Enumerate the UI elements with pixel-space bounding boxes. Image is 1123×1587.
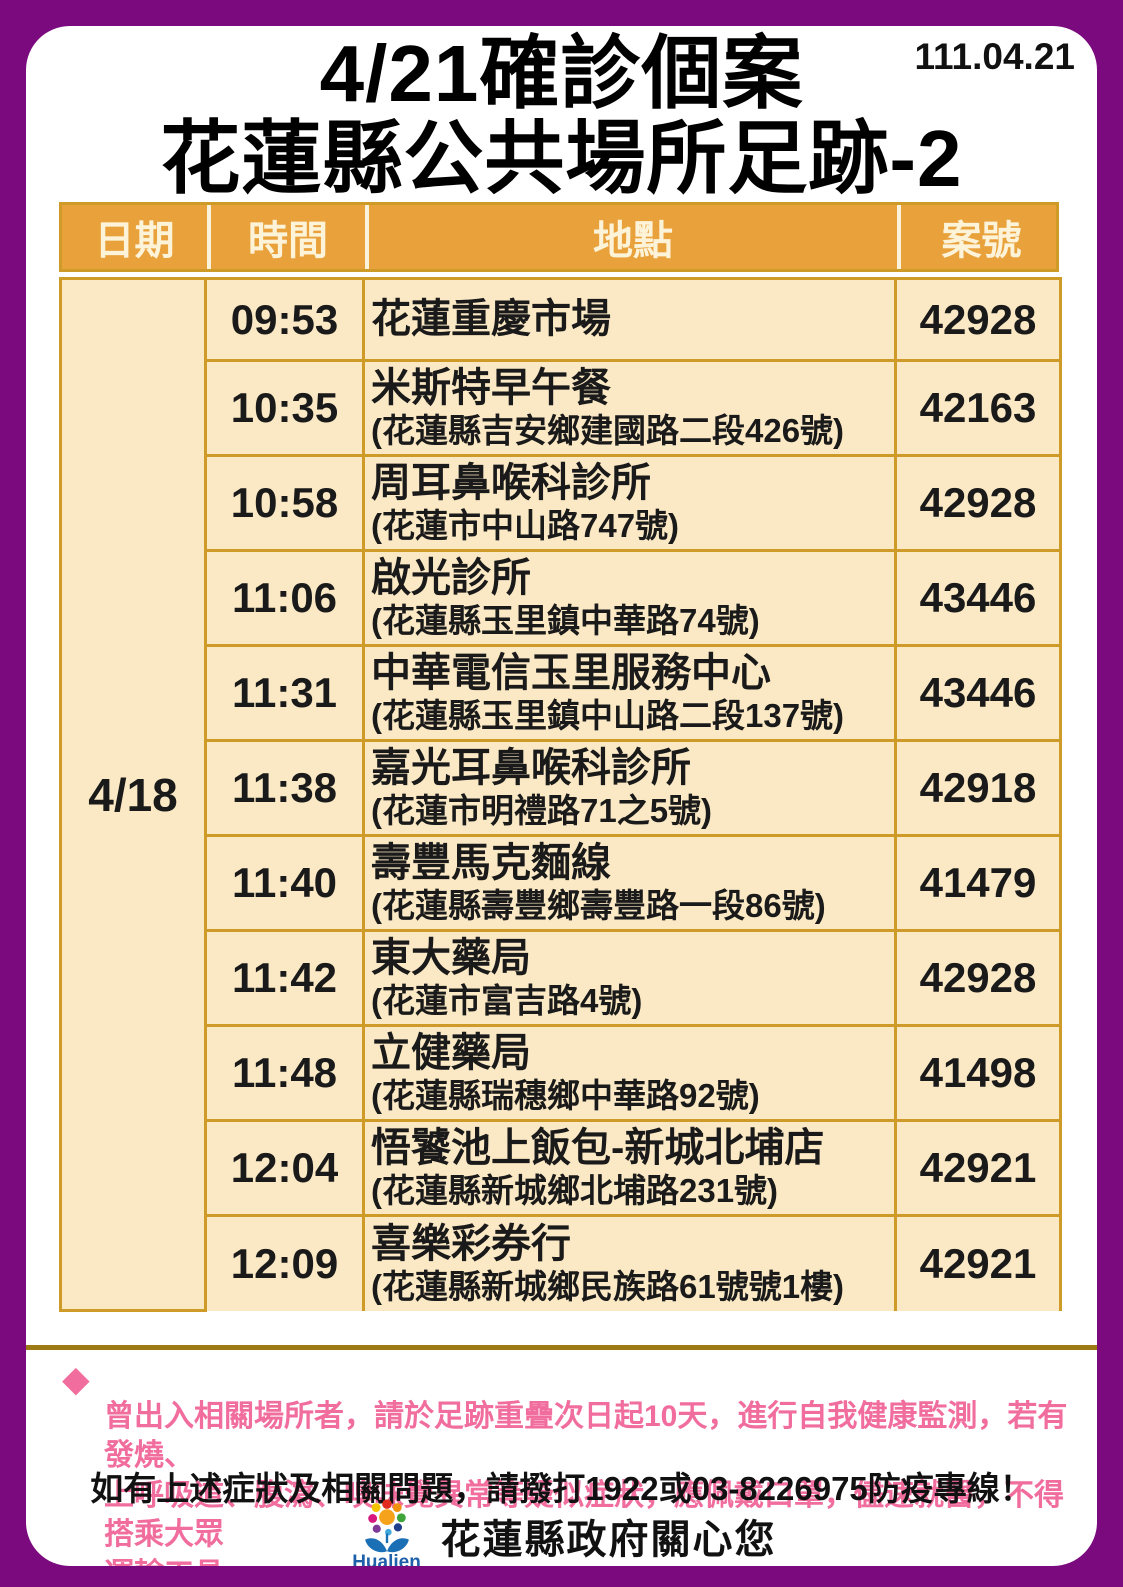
column-header-date: 日期 xyxy=(94,219,175,263)
place-name: 嘉光耳鼻喉科診所 xyxy=(371,745,691,790)
place-address: (花蓮市明禮路71之5號) xyxy=(371,792,713,830)
case-cell: 42928 xyxy=(894,454,1062,552)
hualien-logo: Hualien xyxy=(347,1498,427,1566)
hualien-logo-label: Hualien xyxy=(352,1552,421,1566)
column-header-time: 時間 xyxy=(207,205,365,269)
place-address: (花蓮縣壽豐鄉壽豐路一段86號) xyxy=(371,887,826,925)
case-cell: 41498 xyxy=(894,1024,1062,1122)
case-cell: 41479 xyxy=(894,834,1062,932)
place-cell: 壽豐馬克麵線 (花蓮縣壽豐鄉壽豐路一段86號) xyxy=(362,834,897,932)
report-date: 111.04.21 xyxy=(914,36,1075,77)
table-row: 10:58 周耳鼻喉科診所 (花蓮市中山路747號) 42928 xyxy=(61,454,1062,552)
page-title-line2: 花蓮縣公共場所足跡-2 xyxy=(160,113,963,203)
place-name: 啟光診所 xyxy=(371,555,531,600)
case-cell: 42928 xyxy=(894,277,1062,362)
health-warning-body: 曾出入相關場所者，請於足跡重疊次日起10天，進行自我健康監測，若有發燒、 上呼吸… xyxy=(104,1399,1068,1566)
place-address: (花蓮市中山路747號) xyxy=(371,507,680,545)
place-name: 悟饕池上飯包-新城北埔店 xyxy=(371,1125,825,1170)
place-cell: 中華電信玉里服務中心 (花蓮縣玉里鎮中山路二段137號) xyxy=(362,644,897,742)
time-cell: 11:38 xyxy=(204,739,365,837)
column-header-case: 案號 xyxy=(897,205,1062,269)
place-cell: 花蓮重慶市場 xyxy=(362,277,897,362)
table-row: 11:06 啟光診所 (花蓮縣玉里鎮中華路74號) 43446 xyxy=(61,549,1062,647)
place-address: (花蓮縣瑞穗鄉中華路92號) xyxy=(371,1077,760,1115)
place-cell: 嘉光耳鼻喉科診所 (花蓮市明禮路71之5號) xyxy=(362,739,897,837)
place-name: 中華電信玉里服務中心 xyxy=(371,650,771,695)
place-address: (花蓮縣吉安鄉建國路二段426號) xyxy=(371,412,845,450)
case-cell: 43446 xyxy=(894,549,1062,647)
case-cell: 42928 xyxy=(894,929,1062,1027)
place-name: 米斯特早午餐 xyxy=(371,365,611,410)
poster-sheet: 111.04.21 4/21確診個案 花蓮縣公共場所足跡-2 日期 時間 地點 … xyxy=(26,26,1097,1566)
hualien-flower-icon xyxy=(364,1499,409,1553)
hotline-text: 如有上述症狀及相關問題，請撥打1922或03-8226975防疫專線！ xyxy=(90,1470,1033,1507)
place-cell: 米斯特早午餐 (花蓮縣吉安鄉建國路二段426號) xyxy=(362,359,897,457)
place-name: 東大藥局 xyxy=(371,935,531,980)
time-cell: 11:42 xyxy=(204,929,365,1027)
case-cell: 42918 xyxy=(894,739,1062,837)
time-cell: 12:04 xyxy=(204,1119,365,1217)
time-cell: 11:06 xyxy=(204,549,365,647)
place-address: (花蓮縣新城鄉民族路61號號1樓) xyxy=(371,1267,845,1305)
page-title: 4/21確診個案 花蓮縣公共場所足跡-2 xyxy=(26,29,1097,203)
time-cell: 11:48 xyxy=(204,1024,365,1122)
table-row: 11:38 嘉光耳鼻喉科診所 (花蓮市明禮路71之5號) 42918 xyxy=(61,739,1062,837)
table-row: 12:09 喜樂彩券行 (花蓮縣新城鄉民族路61號號1樓) 42921 xyxy=(61,1214,1062,1311)
place-cell: 悟饕池上飯包-新城北埔店 (花蓮縣新城鄉北埔路231號) xyxy=(362,1119,897,1217)
table-row: 12:04 悟饕池上飯包-新城北埔店 (花蓮縣新城鄉北埔路231號) 42921 xyxy=(61,1119,1062,1217)
time-cell: 11:40 xyxy=(204,834,365,932)
date-cell: 4/18 xyxy=(59,277,207,1312)
section-divider xyxy=(26,1345,1097,1350)
place-name: 喜樂彩券行 xyxy=(371,1221,571,1266)
case-cell: 42163 xyxy=(894,359,1062,457)
time-cell: 12:09 xyxy=(204,1214,365,1311)
table-row: 11:42 東大藥局 (花蓮市富吉路4號) 42928 xyxy=(61,929,1062,1027)
time-cell: 09:53 xyxy=(204,277,365,362)
place-cell: 立健藥局 (花蓮縣瑞穗鄉中華路92號) xyxy=(362,1024,897,1122)
place-name: 花蓮重慶市場 xyxy=(371,296,611,341)
place-cell: 啟光診所 (花蓮縣玉里鎮中華路74號) xyxy=(362,549,897,647)
table-row: 11:31 中華電信玉里服務中心 (花蓮縣玉里鎮中山路二段137號) 43446 xyxy=(61,644,1062,742)
diamond-bullet-icon: ◆ xyxy=(62,1358,90,1399)
table-header-row: 日期 時間 地點 案號 xyxy=(59,202,1059,272)
place-cell: 周耳鼻喉科診所 (花蓮市中山路747號) xyxy=(362,454,897,552)
place-name: 周耳鼻喉科診所 xyxy=(371,460,651,505)
case-cell: 42921 xyxy=(894,1119,1062,1217)
table-body: 4/18 09:53 花蓮重慶市場 42928 10:35 米斯特早午餐 (花蓮… xyxy=(59,277,1062,1312)
place-cell: 喜樂彩券行 (花蓮縣新城鄉民族路61號號1樓) xyxy=(362,1214,897,1311)
case-cell: 43446 xyxy=(894,644,1062,742)
table-row: 11:40 壽豐馬克麵線 (花蓮縣壽豐鄉壽豐路一段86號) 41479 xyxy=(61,834,1062,932)
health-warning-text: ◆ 曾出入相關場所者，請於足跡重疊次日起10天，進行自我健康監測，若有發燒、 上呼… xyxy=(62,1357,1075,1566)
place-name: 立健藥局 xyxy=(371,1030,531,1075)
table-row: 4/18 09:53 花蓮重慶市場 42928 xyxy=(59,277,1062,1312)
place-address: (花蓮市富吉路4號) xyxy=(371,982,643,1020)
column-header-place: 地點 xyxy=(365,205,897,269)
footprint-table: 日期 時間 地點 案號 4/18 09:53 花蓮重慶市場 42928 10:3… xyxy=(59,202,1062,1312)
table-row: 11:48 立健藥局 (花蓮縣瑞穗鄉中華路92號) 41498 xyxy=(61,1024,1062,1122)
brand-row: Hualien 花蓮縣政府關心您 xyxy=(26,1498,1097,1566)
table-row: 10:35 米斯特早午餐 (花蓮縣吉安鄉建國路二段426號) 42163 xyxy=(61,359,1062,457)
time-cell: 11:31 xyxy=(204,644,365,742)
place-address: (花蓮縣新城鄉北埔路231號) xyxy=(371,1172,779,1210)
place-address: (花蓮縣玉里鎮中華路74號) xyxy=(371,602,760,640)
place-cell: 東大藥局 (花蓮市富吉路4號) xyxy=(362,929,897,1027)
time-cell: 10:58 xyxy=(204,454,365,552)
time-cell: 10:35 xyxy=(204,359,365,457)
place-name: 壽豐馬克麵線 xyxy=(371,840,611,885)
page-title-line1: 4/21確診個案 xyxy=(319,29,804,118)
case-cell: 42921 xyxy=(894,1214,1062,1311)
organization-text: 花蓮縣政府關心您 xyxy=(440,1518,777,1562)
place-address: (花蓮縣玉里鎮中山路二段137號) xyxy=(371,697,845,735)
